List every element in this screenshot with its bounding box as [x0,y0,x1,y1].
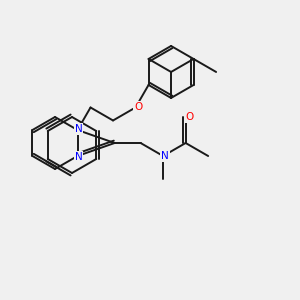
Text: N: N [75,124,83,134]
Text: O: O [185,112,194,122]
Text: N: N [75,152,83,162]
Text: O: O [134,103,143,112]
Text: N: N [161,151,169,161]
